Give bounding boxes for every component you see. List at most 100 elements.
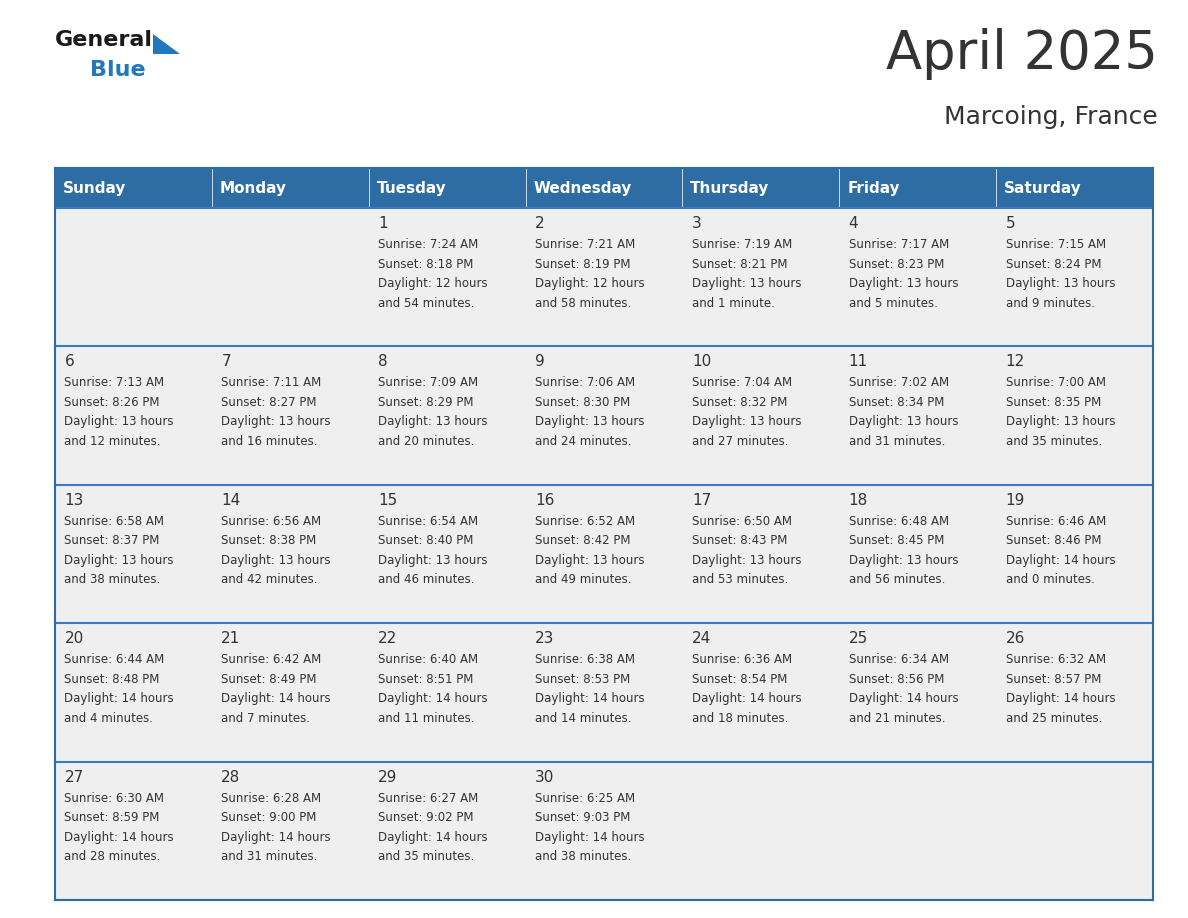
Polygon shape — [153, 34, 181, 54]
Text: and 58 minutes.: and 58 minutes. — [535, 297, 631, 309]
Text: Sunset: 8:53 PM: Sunset: 8:53 PM — [535, 673, 630, 686]
Bar — [525, 762, 682, 900]
Bar — [211, 485, 368, 623]
Text: Daylight: 13 hours: Daylight: 13 hours — [848, 277, 959, 290]
Text: 17: 17 — [691, 493, 712, 508]
Text: and 31 minutes.: and 31 minutes. — [221, 850, 317, 863]
Bar — [368, 623, 525, 762]
Bar — [682, 623, 839, 762]
Text: Sunset: 8:54 PM: Sunset: 8:54 PM — [691, 673, 788, 686]
Text: Sunset: 8:48 PM: Sunset: 8:48 PM — [64, 673, 160, 686]
Bar — [368, 208, 525, 346]
Text: Sunrise: 7:09 AM: Sunrise: 7:09 AM — [378, 376, 479, 389]
Text: Sunrise: 6:44 AM: Sunrise: 6:44 AM — [64, 654, 165, 666]
Text: Daylight: 14 hours: Daylight: 14 hours — [1005, 692, 1116, 705]
Bar — [368, 485, 525, 623]
Text: 2: 2 — [535, 216, 544, 231]
Text: Daylight: 13 hours: Daylight: 13 hours — [1005, 416, 1116, 429]
Text: and 12 minutes.: and 12 minutes. — [64, 435, 160, 448]
Text: and 18 minutes.: and 18 minutes. — [691, 711, 788, 724]
Text: Sunset: 8:42 PM: Sunset: 8:42 PM — [535, 534, 631, 547]
Text: Daylight: 13 hours: Daylight: 13 hours — [535, 554, 644, 566]
Text: Daylight: 13 hours: Daylight: 13 hours — [691, 277, 802, 290]
Text: Sunset: 8:51 PM: Sunset: 8:51 PM — [378, 673, 474, 686]
Text: 20: 20 — [64, 632, 83, 646]
Text: 27: 27 — [64, 769, 83, 785]
Text: Sunrise: 7:06 AM: Sunrise: 7:06 AM — [535, 376, 636, 389]
Bar — [55, 208, 211, 346]
Text: Blue: Blue — [90, 60, 146, 80]
Text: Sunset: 8:18 PM: Sunset: 8:18 PM — [378, 258, 474, 271]
Text: Sunrise: 7:15 AM: Sunrise: 7:15 AM — [1005, 238, 1106, 251]
Text: Daylight: 13 hours: Daylight: 13 hours — [535, 416, 644, 429]
Text: General: General — [55, 30, 153, 50]
Text: and 9 minutes.: and 9 minutes. — [1005, 297, 1094, 309]
Text: Tuesday: Tuesday — [377, 181, 447, 196]
Text: and 31 minutes.: and 31 minutes. — [848, 435, 946, 448]
Text: Sunrise: 6:54 AM: Sunrise: 6:54 AM — [378, 515, 479, 528]
Bar — [839, 623, 997, 762]
Text: and 16 minutes.: and 16 minutes. — [221, 435, 317, 448]
Text: Sunrise: 7:02 AM: Sunrise: 7:02 AM — [848, 376, 949, 389]
Text: Daylight: 14 hours: Daylight: 14 hours — [64, 692, 173, 705]
Text: 4: 4 — [848, 216, 858, 231]
Text: and 38 minutes.: and 38 minutes. — [535, 850, 631, 863]
Text: and 21 minutes.: and 21 minutes. — [848, 711, 946, 724]
Text: Daylight: 13 hours: Daylight: 13 hours — [691, 416, 802, 429]
Text: Sunrise: 6:50 AM: Sunrise: 6:50 AM — [691, 515, 792, 528]
Text: Sunrise: 6:58 AM: Sunrise: 6:58 AM — [64, 515, 164, 528]
Text: Sunset: 8:24 PM: Sunset: 8:24 PM — [1005, 258, 1101, 271]
Text: April 2025: April 2025 — [886, 28, 1158, 80]
Text: and 35 minutes.: and 35 minutes. — [378, 850, 474, 863]
Text: 13: 13 — [64, 493, 84, 508]
Text: Sunset: 8:23 PM: Sunset: 8:23 PM — [848, 258, 944, 271]
Text: Sunrise: 7:13 AM: Sunrise: 7:13 AM — [64, 376, 164, 389]
Text: and 28 minutes.: and 28 minutes. — [64, 850, 160, 863]
Text: Daylight: 13 hours: Daylight: 13 hours — [378, 554, 487, 566]
Text: 10: 10 — [691, 354, 712, 369]
Text: Sunrise: 6:28 AM: Sunrise: 6:28 AM — [221, 791, 322, 804]
Text: Sunset: 8:43 PM: Sunset: 8:43 PM — [691, 534, 788, 547]
Text: Sunset: 8:57 PM: Sunset: 8:57 PM — [1005, 673, 1101, 686]
Text: 25: 25 — [848, 632, 868, 646]
Text: 8: 8 — [378, 354, 387, 369]
Text: Marcoing, France: Marcoing, France — [944, 105, 1158, 129]
Bar — [211, 208, 368, 346]
Text: 1: 1 — [378, 216, 387, 231]
Bar — [211, 762, 368, 900]
Text: Daylight: 13 hours: Daylight: 13 hours — [64, 416, 173, 429]
Text: Sunrise: 6:40 AM: Sunrise: 6:40 AM — [378, 654, 479, 666]
Text: and 4 minutes.: and 4 minutes. — [64, 711, 153, 724]
Text: 30: 30 — [535, 769, 555, 785]
Text: 22: 22 — [378, 632, 397, 646]
Text: Sunrise: 7:04 AM: Sunrise: 7:04 AM — [691, 376, 792, 389]
Text: Sunset: 8:59 PM: Sunset: 8:59 PM — [64, 812, 160, 824]
Bar — [997, 346, 1154, 485]
Text: 14: 14 — [221, 493, 240, 508]
Text: 26: 26 — [1005, 632, 1025, 646]
Text: 15: 15 — [378, 493, 397, 508]
Bar — [839, 168, 997, 208]
Bar — [525, 168, 682, 208]
Text: Sunset: 8:35 PM: Sunset: 8:35 PM — [1005, 396, 1101, 409]
Bar — [55, 168, 211, 208]
Text: 5: 5 — [1005, 216, 1016, 231]
Text: Sunrise: 7:17 AM: Sunrise: 7:17 AM — [848, 238, 949, 251]
Text: 24: 24 — [691, 632, 712, 646]
Text: Sunset: 8:56 PM: Sunset: 8:56 PM — [848, 673, 944, 686]
Bar — [211, 168, 368, 208]
Text: and 56 minutes.: and 56 minutes. — [848, 574, 946, 587]
Text: and 25 minutes.: and 25 minutes. — [1005, 711, 1102, 724]
Text: 16: 16 — [535, 493, 555, 508]
Bar — [682, 762, 839, 900]
Text: Sunrise: 7:11 AM: Sunrise: 7:11 AM — [221, 376, 322, 389]
Text: Thursday: Thursday — [690, 181, 770, 196]
Bar — [839, 346, 997, 485]
Text: Sunset: 8:29 PM: Sunset: 8:29 PM — [378, 396, 474, 409]
Text: and 20 minutes.: and 20 minutes. — [378, 435, 474, 448]
Text: and 5 minutes.: and 5 minutes. — [848, 297, 937, 309]
Text: Sunset: 8:30 PM: Sunset: 8:30 PM — [535, 396, 630, 409]
Text: 23: 23 — [535, 632, 555, 646]
Text: Daylight: 13 hours: Daylight: 13 hours — [221, 554, 330, 566]
Text: Daylight: 14 hours: Daylight: 14 hours — [378, 692, 488, 705]
